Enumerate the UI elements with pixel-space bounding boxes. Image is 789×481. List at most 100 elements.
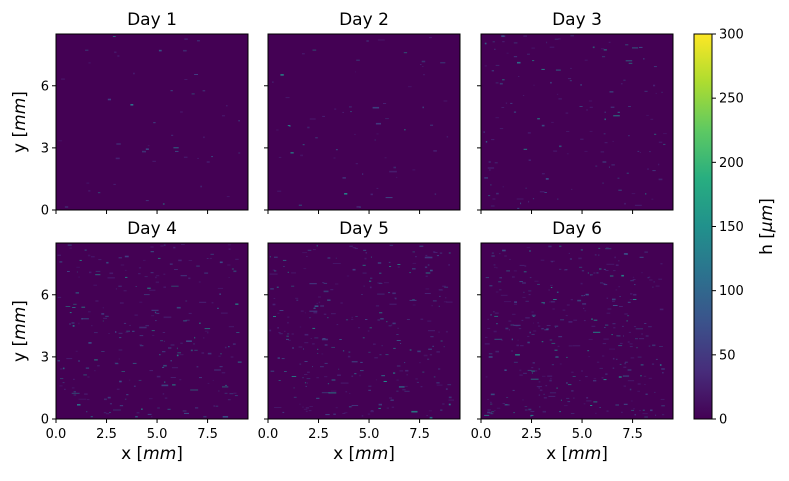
heatmap-speck bbox=[425, 288, 430, 290]
heatmap-speck bbox=[113, 409, 121, 411]
heatmap-speck bbox=[375, 122, 381, 125]
heatmap-speck bbox=[428, 330, 435, 332]
heatmap-speck bbox=[513, 412, 515, 414]
heatmap-speck bbox=[503, 301, 512, 303]
heatmap-speck bbox=[167, 408, 171, 410]
heatmap-speck bbox=[327, 299, 331, 301]
heatmap-speck bbox=[170, 344, 175, 346]
heatmap-speck bbox=[103, 412, 107, 414]
heatmap-speck bbox=[541, 328, 544, 330]
heatmap-speck bbox=[587, 272, 589, 274]
heatmap-speck bbox=[527, 53, 530, 55]
heatmap-speck bbox=[176, 306, 181, 309]
x-axis-label: x [mm] bbox=[546, 444, 608, 464]
heatmap-speck bbox=[162, 351, 166, 353]
heatmap-speck bbox=[627, 301, 631, 303]
heatmap-speck bbox=[538, 381, 541, 383]
heatmap-speck bbox=[522, 282, 526, 284]
heatmap-speck bbox=[213, 405, 216, 407]
heatmap-image bbox=[268, 34, 460, 210]
heatmap-speck bbox=[147, 287, 151, 289]
heatmap-speck bbox=[505, 404, 508, 406]
heatmap-speck bbox=[516, 198, 524, 200]
heatmap-speck bbox=[176, 354, 179, 357]
heatmap-speck bbox=[276, 286, 279, 288]
heatmap-speck bbox=[619, 306, 623, 307]
heatmap-speck bbox=[522, 296, 526, 298]
axes-frame bbox=[480, 33, 674, 211]
heatmap-speck bbox=[622, 325, 624, 327]
heatmap-speck bbox=[448, 264, 450, 266]
heatmap-speck bbox=[123, 290, 127, 292]
heatmap-speck bbox=[402, 389, 406, 391]
heatmap-speck bbox=[107, 98, 111, 101]
x-tick-label: 7.5 bbox=[622, 427, 643, 442]
heatmap-speck bbox=[499, 289, 502, 291]
heatmap-speck bbox=[498, 281, 502, 283]
heatmap-speck bbox=[580, 249, 583, 251]
heatmap-speck bbox=[427, 320, 432, 322]
heatmap-speck bbox=[309, 283, 317, 285]
heatmap-speck bbox=[487, 409, 491, 411]
heatmap-speck bbox=[307, 371, 310, 373]
heatmap-speck bbox=[633, 293, 637, 296]
heatmap-speck bbox=[207, 352, 212, 355]
heatmap-speck bbox=[228, 248, 231, 250]
heatmap-speck bbox=[139, 335, 144, 337]
heatmap-speck bbox=[218, 390, 220, 392]
heatmap-speck bbox=[327, 383, 330, 385]
heatmap-speck bbox=[496, 407, 501, 409]
heatmap-speck bbox=[555, 356, 559, 358]
heatmap-speck bbox=[87, 254, 91, 257]
heatmap-speck bbox=[630, 293, 633, 295]
heatmap-speck bbox=[649, 151, 651, 153]
heatmap-speck bbox=[220, 353, 222, 355]
heatmap-speck bbox=[653, 84, 656, 87]
heatmap-speck bbox=[135, 416, 138, 418]
heatmap-speck bbox=[118, 285, 122, 287]
heatmap-speck bbox=[118, 332, 123, 334]
heatmap-speck bbox=[424, 293, 431, 294]
heatmap-speck bbox=[439, 295, 441, 297]
heatmap-speck bbox=[633, 408, 635, 410]
heatmap-speck bbox=[389, 266, 392, 267]
heatmap-speck bbox=[302, 252, 308, 254]
heatmap-speck bbox=[513, 324, 521, 326]
heatmap-speck bbox=[541, 302, 545, 304]
heatmap-speck bbox=[523, 35, 527, 37]
heatmap-speck bbox=[603, 338, 609, 340]
heatmap-speck bbox=[501, 35, 505, 37]
colorbar-gradient bbox=[694, 34, 712, 419]
heatmap-speck bbox=[72, 325, 75, 327]
heatmap-speck bbox=[404, 362, 406, 364]
heatmap-speck bbox=[150, 251, 154, 253]
heatmap-speck bbox=[604, 327, 606, 328]
y-tick-label: 6 bbox=[41, 79, 49, 94]
heatmap-speck bbox=[381, 375, 385, 377]
heatmap-speck bbox=[617, 177, 620, 179]
heatmap-speck bbox=[375, 379, 378, 381]
heatmap-speck bbox=[206, 161, 210, 163]
heatmap-speck bbox=[183, 320, 187, 322]
heatmap-speck bbox=[632, 47, 639, 49]
heatmap-speck bbox=[504, 369, 507, 371]
heatmap-speck bbox=[272, 269, 276, 271]
heatmap-speck bbox=[654, 391, 656, 393]
heatmap-speck bbox=[377, 282, 382, 284]
heatmap-speck bbox=[121, 371, 125, 372]
heatmap-speck bbox=[269, 329, 272, 332]
heatmap-speck bbox=[442, 403, 445, 405]
heatmap-speck bbox=[533, 330, 537, 332]
heatmap-speck bbox=[188, 277, 191, 280]
heatmap-speck bbox=[118, 257, 122, 259]
heatmap-speck bbox=[655, 285, 660, 287]
heatmap-speck bbox=[445, 330, 448, 333]
heatmap-speck bbox=[134, 314, 138, 316]
heatmap-speck bbox=[151, 315, 155, 317]
heatmap-speck bbox=[147, 413, 152, 415]
heatmap-texture bbox=[272, 37, 449, 208]
heatmap-speck bbox=[605, 270, 609, 271]
heatmap-speck bbox=[73, 394, 77, 396]
heatmap-speck bbox=[549, 392, 557, 394]
heatmap-speck bbox=[491, 411, 495, 413]
